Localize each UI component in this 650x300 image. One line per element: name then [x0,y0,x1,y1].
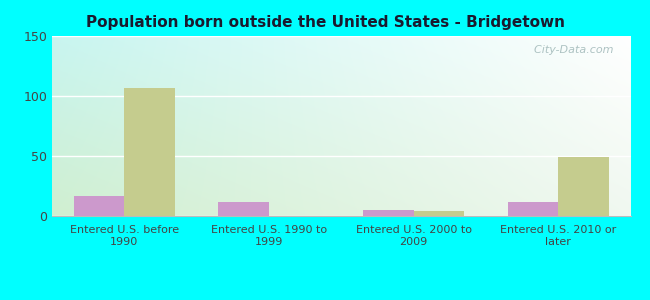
Bar [508,202,558,216]
Text: Population born outside the United States - Bridgetown: Population born outside the United State… [86,15,564,30]
Bar [413,211,464,216]
Bar [73,196,124,216]
Bar [363,210,413,216]
Text: City-Data.com: City-Data.com [526,45,613,55]
Bar [218,202,269,216]
Bar [558,157,609,216]
Bar [124,88,175,216]
